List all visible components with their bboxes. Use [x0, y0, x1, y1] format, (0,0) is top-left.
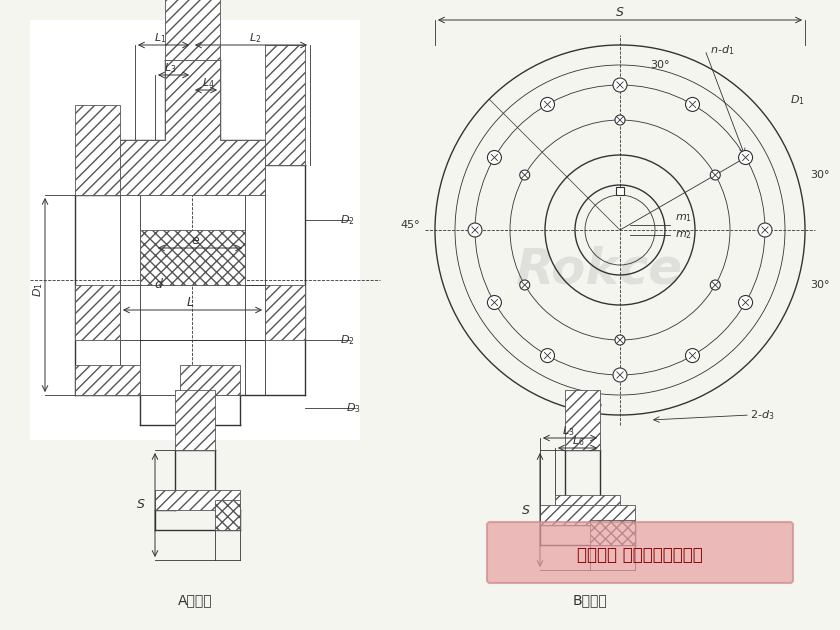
- Text: $L_3$: $L_3$: [562, 424, 575, 438]
- Bar: [265, 285, 305, 340]
- Bar: [616, 187, 624, 195]
- Circle shape: [613, 368, 627, 382]
- Circle shape: [468, 223, 482, 237]
- Bar: [75, 285, 120, 340]
- Text: $L_2$: $L_2$: [249, 31, 261, 45]
- Circle shape: [540, 98, 554, 112]
- Circle shape: [540, 348, 554, 363]
- Bar: [180, 365, 240, 395]
- Text: $D_2$: $D_2$: [340, 333, 354, 347]
- Bar: [75, 365, 140, 395]
- Text: $m_1$: $m_1$: [675, 212, 692, 224]
- Bar: [30, 20, 360, 440]
- Text: d: d: [154, 277, 162, 290]
- Text: $D_1$: $D_1$: [31, 283, 45, 297]
- Circle shape: [685, 348, 700, 363]
- Circle shape: [487, 151, 501, 164]
- Circle shape: [711, 280, 720, 290]
- Text: $D_3$: $D_3$: [346, 401, 361, 415]
- Bar: [75, 105, 120, 195]
- Text: $2$-$d_3$: $2$-$d_3$: [750, 408, 774, 422]
- Bar: [540, 505, 635, 525]
- Text: L: L: [186, 297, 193, 309]
- Circle shape: [520, 280, 530, 290]
- Circle shape: [738, 295, 753, 309]
- Text: S: S: [137, 498, 145, 512]
- Text: $m_2$: $m_2$: [675, 229, 692, 241]
- Text: S: S: [522, 503, 530, 517]
- Text: e: e: [192, 234, 199, 248]
- Circle shape: [613, 78, 627, 92]
- Text: $L_4$: $L_4$: [202, 76, 214, 90]
- Text: A型结构: A型结构: [178, 593, 213, 607]
- Circle shape: [738, 151, 753, 164]
- Circle shape: [615, 335, 625, 345]
- Circle shape: [685, 98, 700, 112]
- Bar: [590, 520, 635, 545]
- Text: $L_6$: $L_6$: [572, 434, 585, 448]
- Bar: [155, 490, 240, 510]
- Text: $D_1$: $D_1$: [790, 93, 805, 107]
- Circle shape: [758, 223, 772, 237]
- Bar: [265, 45, 305, 165]
- Text: 45°: 45°: [400, 220, 420, 230]
- Text: 120°: 120°: [577, 403, 603, 413]
- Text: S: S: [616, 6, 624, 20]
- Polygon shape: [120, 60, 265, 195]
- Bar: [165, 0, 220, 60]
- Text: $n$-$d_1$: $n$-$d_1$: [710, 43, 734, 57]
- Bar: [175, 390, 215, 450]
- Text: Rokce: Rokce: [517, 246, 684, 294]
- Bar: [565, 390, 600, 450]
- Circle shape: [487, 295, 501, 309]
- Bar: [140, 230, 245, 285]
- Text: 30°: 30°: [810, 170, 830, 180]
- Text: 版权所有 侵权必被严厉追究: 版权所有 侵权必被严厉追究: [577, 546, 703, 564]
- Bar: [215, 500, 240, 530]
- Bar: [555, 495, 620, 510]
- Text: $L_1$: $L_1$: [154, 31, 166, 45]
- Text: 30°: 30°: [810, 280, 830, 290]
- Circle shape: [711, 170, 720, 180]
- Text: $D_2$: $D_2$: [340, 213, 354, 227]
- FancyBboxPatch shape: [487, 522, 793, 583]
- Text: $L_3$: $L_3$: [164, 61, 176, 75]
- Text: 30°: 30°: [650, 60, 669, 70]
- Circle shape: [615, 115, 625, 125]
- Circle shape: [520, 170, 530, 180]
- Text: B型结构: B型结构: [573, 593, 607, 607]
